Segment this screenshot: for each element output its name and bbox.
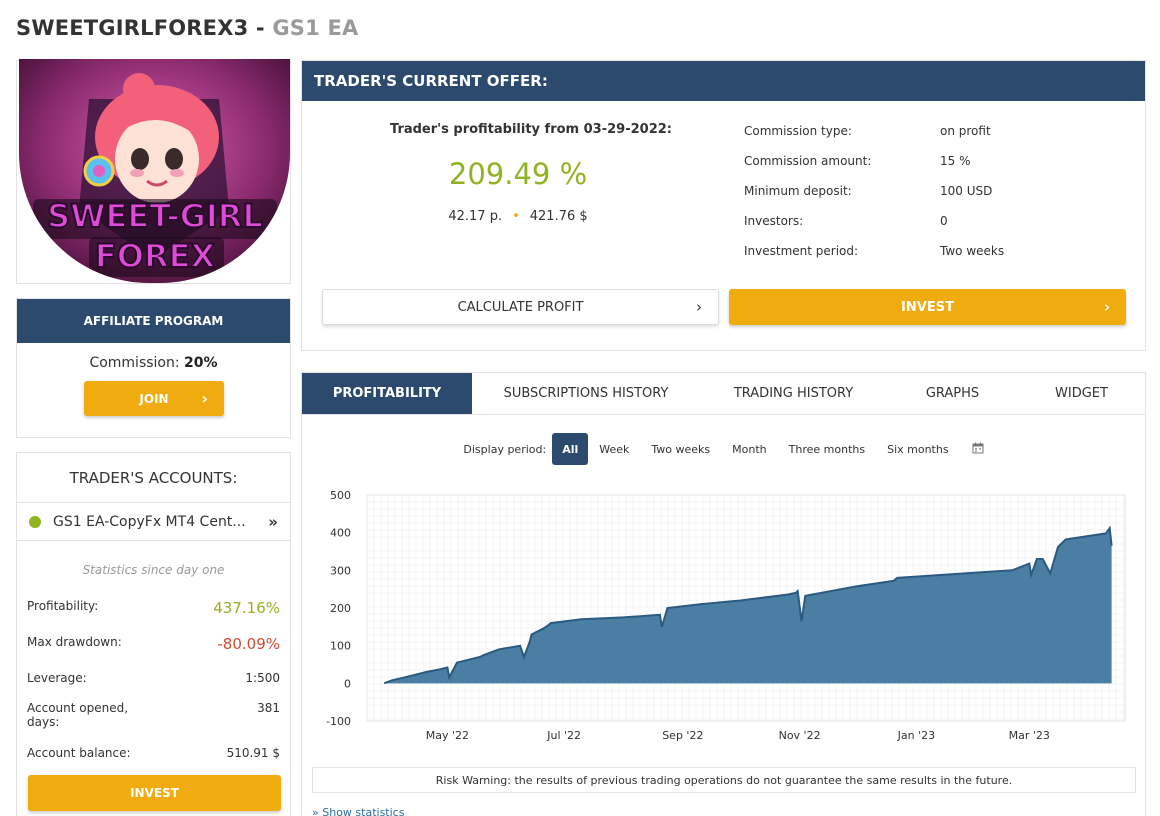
period-week[interactable]: Week: [599, 442, 630, 456]
trader-name: SWEETGIRLFOREX3: [16, 16, 249, 40]
y-tick-label: 300: [330, 564, 351, 577]
series-area: [384, 528, 1112, 684]
trader-accounts-card: TRADER'S ACCOUNTS: GS1 EA-CopyFx MT4 Cen…: [16, 452, 291, 816]
y-tick-label: -100: [326, 715, 351, 728]
term-row: Investors: 0: [744, 214, 948, 228]
tab-profitability[interactable]: PROFITABILITY: [302, 373, 472, 414]
offer-title: TRADER'S CURRENT OFFER:: [302, 61, 1145, 101]
chevron-right-icon: ›: [696, 298, 702, 316]
y-tick-label: 400: [330, 527, 351, 540]
series-line: [383, 525, 1113, 685]
x-tick-label: May '22: [426, 729, 469, 742]
tabs-card: PROFITABILITY SUBSCRIPTIONS HISTORY TRAD…: [301, 372, 1146, 816]
risk-warning: Risk Warning: the results of previous tr…: [312, 767, 1136, 793]
account-selector[interactable]: GS1 EA-CopyFx MT4 Cent... »: [17, 503, 290, 541]
y-tick-label: 100: [330, 640, 351, 653]
profitability-chart: -100 0 100 200 300 400 500 May '22 Jul '22 Sep '2…: [326, 489, 1126, 742]
period-six-months[interactable]: Six months: [887, 442, 949, 456]
svg-text:SWEET-GIRL: SWEET-GIRL: [47, 197, 263, 235]
display-period-label: Display period:: [463, 442, 547, 456]
tab-graphs[interactable]: GRAPHS: [925, 386, 980, 401]
y-tick-label: 0: [344, 677, 351, 690]
x-tick-label: Mar '23: [1009, 729, 1050, 742]
show-statistics-link[interactable]: » Show statistics: [312, 806, 405, 816]
term-row: Commission amount: 15 %: [744, 154, 971, 168]
profitability-detail: 42.17 p. • 421.76 $: [448, 209, 588, 224]
x-tick-label: Sep '22: [662, 729, 703, 742]
stats-since: Statistics since day one: [82, 563, 225, 577]
accounts-title: TRADER'S ACCOUNTS:: [17, 453, 290, 503]
y-tick-label: 500: [330, 489, 351, 502]
svg-text:FOREX: FOREX: [95, 237, 216, 275]
period-month[interactable]: Month: [732, 442, 767, 456]
y-tick-label: 200: [330, 602, 351, 615]
profitability-value: 437.16%: [213, 599, 280, 617]
affiliate-card: AFFILIATE PROGRAM Commission: 20% JOIN ›: [16, 298, 291, 438]
profitability-since: Trader's profitability from 03-29-2022:: [390, 122, 672, 137]
tab-trading-history[interactable]: TRADING HISTORY: [733, 386, 854, 401]
term-row: Minimum deposit: 100 USD: [744, 184, 993, 198]
tab-widget[interactable]: WIDGET: [1055, 386, 1108, 401]
invest-button-sidebar[interactable]: INVEST: [28, 775, 281, 811]
offer-card: TRADER'S CURRENT OFFER: Trader's profita…: [301, 60, 1146, 351]
tab-subscriptions-history[interactable]: SUBSCRIPTIONS HISTORY: [503, 386, 669, 401]
affiliate-title: AFFILIATE PROGRAM: [17, 299, 290, 343]
x-tick-label: Jan '23: [897, 729, 935, 742]
period-all[interactable]: All: [552, 433, 589, 465]
profitability-percent: 209.49 %: [448, 157, 588, 191]
display-period: Display period: All Week Two weeks Month…: [302, 433, 1145, 465]
tab-bar: PROFITABILITY SUBSCRIPTIONS HISTORY TRAD…: [302, 373, 1145, 415]
status-dot-icon: [29, 515, 41, 528]
chevron-right-icon: ›: [201, 389, 208, 408]
page-title: SWEETGIRLFOREX3 - GS1 EA: [16, 16, 359, 40]
offer-terms: Commission type: on profit Commission amo…: [744, 124, 1124, 274]
stat-leverage: Leverage: 1:500: [27, 671, 280, 685]
calculate-profit-button[interactable]: CALCULATE PROFIT ›: [322, 289, 719, 325]
strategy-name: GS1 EA: [272, 16, 359, 40]
drawdown-value: -80.09%: [217, 635, 280, 653]
term-row: Commission type: on profit: [744, 124, 991, 138]
avatar: SWEET-GIRL FOREX: [19, 59, 290, 283]
period-three-months[interactable]: Three months: [788, 442, 866, 456]
stat-account-opened: Account opened, days: 381: [27, 701, 280, 729]
account-name: GS1 EA-CopyFx MT4 Cent...: [53, 513, 246, 530]
affiliate-commission: Commission: 20%: [89, 355, 218, 371]
join-button[interactable]: JOIN ›: [84, 381, 224, 416]
stat-profitability: Profitability: 437.16%: [27, 599, 280, 617]
calendar-icon[interactable]: [972, 442, 984, 457]
chevron-right-icon: ›: [1103, 298, 1110, 316]
x-tick-label: Nov '22: [779, 729, 821, 742]
term-row: Investment period: Two weeks: [744, 244, 1005, 258]
invest-button[interactable]: INVEST ›: [729, 289, 1126, 325]
x-tick-label: Jul '22: [546, 729, 581, 742]
period-two-weeks[interactable]: Two weeks: [651, 442, 711, 456]
avatar-card: SWEET-GIRL FOREX: [16, 59, 291, 284]
double-chevron-right-icon[interactable]: »: [268, 512, 278, 531]
stat-balance: Account balance: 510.91 $: [27, 746, 280, 760]
stat-drawdown: Max drawdown: -80.09%: [27, 635, 280, 653]
